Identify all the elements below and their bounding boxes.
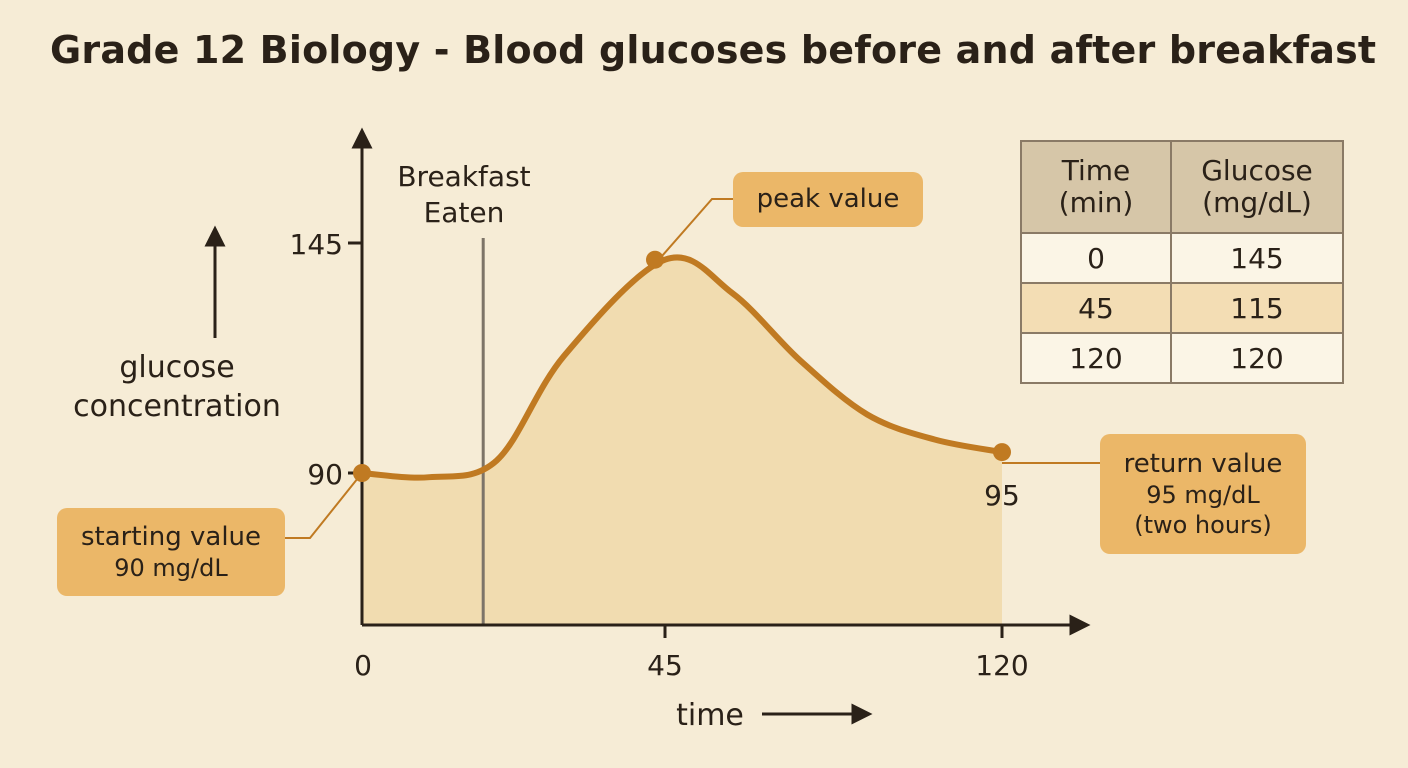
start-leader-line	[285, 472, 363, 539]
header-glucose-line2: (mg/dL)	[1202, 186, 1312, 219]
page-title: Grade 12 Biology - Blood glucoses before…	[50, 28, 1377, 72]
x-axis-label: time	[676, 698, 744, 733]
table-cell: 120	[1020, 332, 1172, 384]
y-axis-label-line2: concentration	[73, 389, 281, 424]
callout-peak-title: peak value	[756, 184, 900, 215]
data-table: Time (min) Glucose (mg/dL) 0 145 45 115 …	[1020, 140, 1344, 384]
area-fill	[362, 257, 1002, 625]
table-cell: 115	[1170, 282, 1344, 334]
table-cell: 0	[1020, 232, 1172, 284]
table-row: 0 145	[1020, 232, 1344, 284]
glucose-series-line	[359, 254, 1005, 481]
x-tick-label-120: 120	[975, 649, 1028, 682]
callout-return-note: (two hours)	[1134, 511, 1272, 540]
point-start	[353, 464, 371, 482]
breakfast-label-line2: Eaten	[424, 196, 505, 229]
callout-peak-value: peak value	[733, 172, 923, 227]
table-header-glucose: Glucose (mg/dL)	[1170, 140, 1344, 234]
header-time-line1: Time	[1061, 153, 1131, 187]
end-data-label: 95	[984, 479, 1020, 512]
x-tick-label-0: 0	[354, 649, 372, 682]
x-tick-label-45: 45	[647, 649, 683, 682]
point-peak	[646, 250, 664, 269]
y-axis-label-line1: glucose	[119, 350, 234, 385]
breakfast-label-line1: Breakfast	[397, 160, 530, 193]
table-row: 45 115	[1020, 282, 1344, 334]
peak-leader-line	[654, 198, 733, 265]
callout-return-title: return value	[1123, 448, 1283, 479]
header-glucose-line1: Glucose	[1201, 153, 1313, 187]
callout-starting-value: starting value 90 mg/dL	[57, 508, 285, 596]
callout-start-title: starting value	[80, 521, 262, 552]
point-end	[993, 443, 1011, 462]
table-row: 120 120	[1020, 332, 1344, 384]
y-tick-label-145: 145	[290, 228, 343, 261]
header-time-line2: (min)	[1058, 186, 1134, 219]
table-cell: 45	[1020, 282, 1172, 334]
table-cell: 145	[1170, 232, 1344, 284]
table-cell: 120	[1170, 332, 1344, 384]
callout-start-value: 90 mg/dL	[114, 554, 228, 583]
callout-return-value: 95 mg/dL	[1146, 481, 1260, 510]
y-tick-label-90: 90	[307, 458, 343, 491]
callout-return-value: return value 95 mg/dL (two hours)	[1100, 434, 1306, 554]
table-header-time: Time (min)	[1020, 140, 1172, 234]
table-header-row: Time (min) Glucose (mg/dL)	[1020, 140, 1344, 234]
